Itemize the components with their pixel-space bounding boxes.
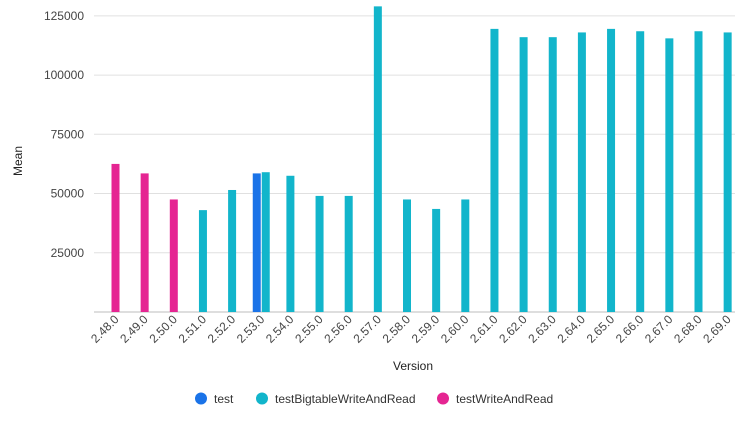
bar-testBigtableWriteAndRead-2.51.0[interactable] xyxy=(198,210,207,312)
y-tick-label: 125000 xyxy=(44,9,84,23)
x-tick-label: 2.56.0 xyxy=(321,312,355,346)
x-tick-label: 2.64.0 xyxy=(555,312,589,346)
bar-testBigtableWriteAndRead-2.56.0[interactable] xyxy=(344,195,353,312)
legend-marker-test xyxy=(195,392,207,405)
y-tick-label: 25000 xyxy=(51,246,85,260)
legend-label-test[interactable]: test xyxy=(214,392,234,406)
legend-label-testBigtableWriteAndRead[interactable]: testBigtableWriteAndRead xyxy=(275,392,416,406)
x-tick-label: 2.53.0 xyxy=(234,312,268,346)
y-tick-label: 100000 xyxy=(44,68,84,82)
x-tick-label: 2.59.0 xyxy=(409,312,443,346)
bar-testBigtableWriteAndRead-2.60.0[interactable] xyxy=(461,199,470,312)
x-tick-label: 2.68.0 xyxy=(671,312,705,346)
bar-testBigtableWriteAndRead-2.62.0[interactable] xyxy=(519,37,528,313)
x-tick-label: 2.54.0 xyxy=(263,312,297,346)
x-axis-title: Version xyxy=(393,359,433,373)
bar-test-2.53.0[interactable] xyxy=(252,173,261,312)
bar-testBigtableWriteAndRead-2.53.0[interactable] xyxy=(261,172,270,312)
x-axis: 2.48.02.49.02.50.02.51.02.52.02.53.02.54… xyxy=(88,312,734,346)
bar-testWriteAndRead-2.50.0[interactable] xyxy=(169,199,178,312)
x-tick-label: 2.51.0 xyxy=(176,312,210,346)
bar-testBigtableWriteAndRead-2.57.0[interactable] xyxy=(373,6,382,312)
legend-marker-testWriteAndRead xyxy=(437,392,449,405)
x-tick-label: 2.67.0 xyxy=(642,312,676,346)
legend-label-testWriteAndRead[interactable]: testWriteAndRead xyxy=(456,392,553,406)
x-tick-label: 2.69.0 xyxy=(700,312,734,346)
bar-testBigtableWriteAndRead-2.68.0[interactable] xyxy=(694,31,703,312)
x-tick-label: 2.52.0 xyxy=(205,312,239,346)
legend-marker-testBigtableWriteAndRead xyxy=(256,392,268,405)
bars xyxy=(111,6,732,313)
x-tick-label: 2.49.0 xyxy=(117,312,151,346)
bar-testWriteAndRead-2.49.0[interactable] xyxy=(140,173,149,312)
bar-testBigtableWriteAndRead-2.63.0[interactable] xyxy=(548,37,557,313)
bar-testBigtableWriteAndRead-2.61.0[interactable] xyxy=(490,28,499,312)
x-tick-label: 2.57.0 xyxy=(350,312,384,346)
bar-testBigtableWriteAndRead-2.64.0[interactable] xyxy=(577,32,586,312)
bar-testWriteAndRead-2.48.0[interactable] xyxy=(111,163,120,312)
bar-testBigtableWriteAndRead-2.65.0[interactable] xyxy=(607,28,616,312)
bar-testBigtableWriteAndRead-2.54.0[interactable] xyxy=(286,175,295,312)
bar-testBigtableWriteAndRead-2.55.0[interactable] xyxy=(315,195,324,312)
x-tick-label: 2.58.0 xyxy=(380,312,414,346)
y-tick-label: 75000 xyxy=(51,127,85,141)
bar-testBigtableWriteAndRead-2.67.0[interactable] xyxy=(665,38,674,312)
y-axis-title: Mean xyxy=(11,146,25,176)
legend: test testBigtableWriteAndRead testWriteAnd… xyxy=(195,392,553,406)
x-tick-label: 2.61.0 xyxy=(467,312,501,346)
x-tick-label: 2.66.0 xyxy=(613,312,647,346)
y-axis: 25000 50000 75000 100000 125000 xyxy=(44,9,84,260)
x-tick-label: 2.55.0 xyxy=(292,312,326,346)
x-tick-label: 2.63.0 xyxy=(525,312,559,346)
x-tick-label: 2.60.0 xyxy=(438,312,472,346)
x-tick-label: 2.65.0 xyxy=(584,312,618,346)
bar-testBigtableWriteAndRead-2.66.0[interactable] xyxy=(636,31,645,312)
y-tick-label: 50000 xyxy=(51,187,85,201)
bar-testBigtableWriteAndRead-2.69.0[interactable] xyxy=(723,32,732,312)
x-tick-label: 2.48.0 xyxy=(88,312,122,346)
bar-testBigtableWriteAndRead-2.58.0[interactable] xyxy=(403,199,411,312)
x-tick-label: 2.62.0 xyxy=(496,312,530,346)
bar-testBigtableWriteAndRead-2.59.0[interactable] xyxy=(432,208,441,312)
bar-testBigtableWriteAndRead-2.52.0[interactable] xyxy=(228,189,237,312)
x-tick-label: 2.50.0 xyxy=(146,312,180,346)
